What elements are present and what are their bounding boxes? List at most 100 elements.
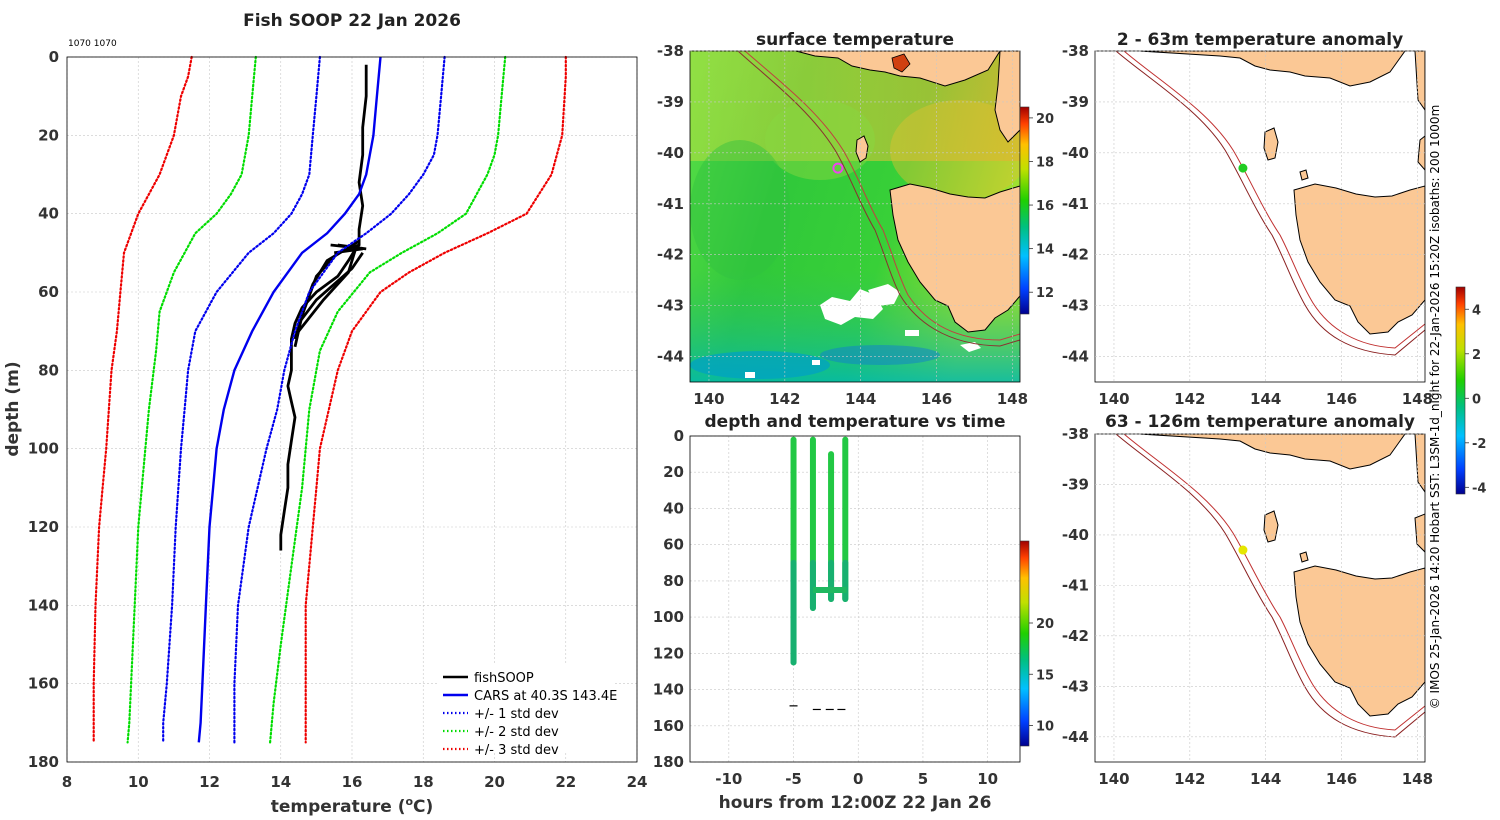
profile-x-axis-label: temperature (oC) — [271, 795, 434, 817]
profile-x-tick-label: 10 — [128, 773, 149, 791]
anomaly1-y-tick-label: -38 — [1062, 42, 1089, 60]
sst-field — [690, 51, 1020, 382]
sst-colorbar-tick-label: 14 — [1036, 243, 1054, 258]
profile-series-2-std-dev-upper — [269, 55, 507, 744]
depth-time-casts — [789, 436, 849, 711]
anomaly1-ship-position-marker — [1238, 163, 1248, 173]
depth-time-y-tick-label: 100 — [653, 608, 684, 626]
profile-y-tick-label: 140 — [28, 596, 59, 614]
profile-x-tick-label: 8 — [62, 773, 72, 791]
anomaly1-x-tick-label: 144 — [1250, 390, 1281, 408]
profile-y-ticks: 0 20 40 60 80 100 120 140 160 180 — [28, 48, 59, 771]
sst-colorbar-ticks: 12 14 16 18 20 — [1029, 112, 1054, 301]
sst-ship-position-marker — [832, 162, 844, 174]
profile-series-3-std-dev — [92, 55, 193, 744]
anomaly1-y-tick-label: -40 — [1062, 144, 1089, 162]
profile-x-tick-label: 24 — [627, 773, 648, 791]
depth-time-y-tick-label: 80 — [663, 572, 684, 590]
profile-series-fishsoop — [279, 64, 368, 551]
profile-y-tick-label: 60 — [38, 283, 59, 301]
depth-time-y-tick-label: 120 — [653, 644, 684, 662]
anomaly1-x-tick-label: 148 — [1402, 390, 1433, 408]
anomaly-colorbar-ticks: 4 2 0 -2 -4 — [1465, 303, 1486, 496]
sst-y-tick-label: -39 — [657, 93, 684, 111]
sst-cloud-gaps — [745, 284, 981, 378]
profile-axes-frame — [66, 56, 638, 763]
sst-title: surface temperature — [756, 30, 954, 50]
profile-y-tick-label: 20 — [38, 126, 59, 144]
sst-x-ticks: 140 142 144 146 148 — [693, 51, 1028, 408]
profile-series-2-std-dev — [126, 55, 257, 744]
profile-x-tick-label: 12 — [199, 773, 220, 791]
profile-grid — [66, 56, 638, 763]
depth-time-colorbar-tick-label: 15 — [1036, 668, 1054, 683]
sst-x-tick-label: 148 — [997, 390, 1028, 408]
anomaly1-y-tick-label: -42 — [1062, 246, 1089, 264]
profile-y-tick-label: 180 — [28, 753, 59, 771]
profile-x-tick-label: 20 — [484, 773, 505, 791]
sst-colorbar-tick-label: 18 — [1036, 155, 1054, 170]
depth-time-axes-frame — [689, 435, 1021, 763]
sst-y-tick-label: -41 — [657, 195, 684, 213]
depth-time-y-tick-label: 60 — [663, 536, 684, 554]
anomaly-colorbar-tick-label: -4 — [1472, 481, 1486, 496]
anomaly-colorbar-tick-label: 4 — [1472, 303, 1481, 318]
anomaly2-y-tick-label: -43 — [1062, 677, 1089, 695]
anomaly1-x-tick-label: 142 — [1174, 390, 1205, 408]
profile-series-cars-at-40-3s-143-4e — [197, 56, 382, 743]
depth-time-title: depth and temperature vs time — [705, 412, 1006, 432]
profile-corner-label: 1070 1070 — [68, 39, 117, 49]
legend-label: CARS at 40.3S 143.4E — [474, 689, 617, 704]
surface-temperature-map: surface temperature — [657, 30, 1054, 408]
anomaly1-y-tick-label: -44 — [1062, 348, 1089, 366]
sst-y-tick-label: -42 — [657, 246, 684, 264]
profile-y-tick-label: 0 — [49, 48, 59, 66]
sst-colorbar-tick-label: 20 — [1036, 112, 1054, 127]
depth-time-x-axis-label: hours from 12:00Z 22 Jan 26 — [719, 793, 992, 813]
anomaly1-y-ticks: -38 -39 -40 -41 -42 -43 -44 — [1062, 42, 1425, 366]
anomaly-map-shallow: 2 - 63m temperature anomaly 140 142 144 146… — [1062, 30, 1487, 496]
profile-series-3-std-dev-upper — [304, 55, 567, 744]
sst-x-tick-label: 144 — [845, 390, 876, 408]
profile-series-fishsoop-cast-4 — [297, 248, 357, 333]
depth-time-y-tick-label: 0 — [674, 427, 684, 445]
depth-time-x-tick-label: 5 — [918, 770, 928, 788]
anomaly1-x-ticks: 140 142 144 146 148 — [1098, 51, 1433, 408]
profile-series-fishsoop-cast-3 — [293, 239, 360, 340]
anomaly2-map-content — [1095, 434, 1425, 762]
profile-y-tick-label: 120 — [28, 518, 59, 536]
anomaly2-x-tick-label: 148 — [1402, 770, 1433, 788]
anomaly1-title: 2 - 63m temperature anomaly — [1117, 30, 1403, 50]
anomaly2-y-ticks: -38 -39 -40 -41 -42 -43 -44 — [1062, 425, 1425, 746]
anomaly2-title: 63 - 126m temperature anomaly — [1105, 412, 1415, 432]
sst-colorbar-tick-label: 12 — [1036, 286, 1054, 301]
anomaly2-y-tick-label: -40 — [1062, 526, 1089, 544]
profile-x-tick-label: 18 — [413, 773, 434, 791]
depth-time-colorbar-tick-label: 10 — [1036, 720, 1054, 735]
profile-y-tick-label: 40 — [38, 205, 59, 223]
profile-legend: fishSOOP CARS at 40.3S 143.4E +/- 1 std de… — [437, 664, 617, 758]
depth-time-colorbar-tick-label: 20 — [1036, 617, 1054, 632]
profile-y-tick-label: 100 — [28, 440, 59, 458]
sst-y-tick-label: -38 — [657, 42, 684, 60]
depth-time-x-ticks: -10 -5 0 5 10 — [715, 770, 998, 788]
anomaly1-map-content — [1095, 51, 1425, 382]
anomaly2-x-tick-label: 142 — [1174, 770, 1205, 788]
sst-y-tick-label: -43 — [657, 297, 684, 315]
profile-x-tick-label: 14 — [270, 773, 291, 791]
profile-y-tick-label: 160 — [28, 675, 59, 693]
anomaly-colorbar — [1455, 286, 1466, 495]
profile-y-axis-label: depth (m) — [3, 361, 23, 456]
depth-time-colorbar — [1019, 540, 1030, 747]
side-credit-text: © IMOS 25-Jan-2026 14:20 Hobart SST: L3S… — [1428, 105, 1442, 710]
profile-x-ticks: 8 10 12 14 16 18 20 22 24 — [62, 773, 648, 791]
profile-x-tick-label: 16 — [342, 773, 363, 791]
depth-vs-time-chart: depth and temperature vs time -10 -5 0 5 10 … — [653, 412, 1054, 813]
anomaly1-y-tick-label: -43 — [1062, 297, 1089, 315]
legend-label: fishSOOP — [474, 671, 534, 686]
legend-label: +/- 2 std dev — [474, 725, 559, 740]
depth-time-y-tick-label: 180 — [653, 753, 684, 771]
profile-y-tick-label: 80 — [38, 361, 59, 379]
sst-y-ticks: -38 -39 -40 -41 -42 -43 -44 — [657, 42, 1020, 366]
